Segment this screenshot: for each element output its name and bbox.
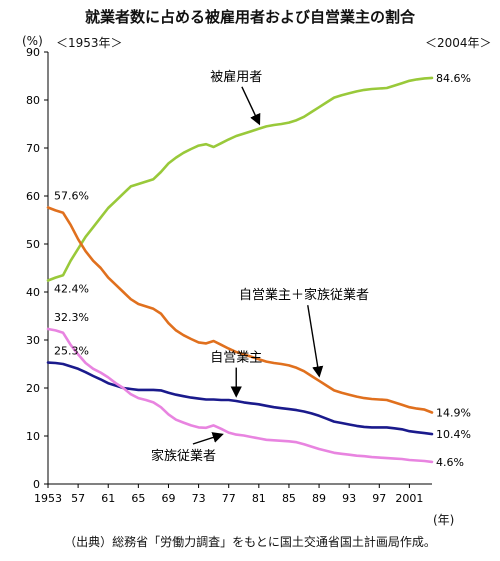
y-tick-label: 20 xyxy=(26,382,40,395)
y-tick-label: 0 xyxy=(33,478,40,491)
series-line-1 xyxy=(46,206,434,414)
x-tick-label: 89 xyxy=(312,492,326,505)
x-tick-label: 1953 xyxy=(34,492,62,505)
series-line-3 xyxy=(46,327,434,464)
annotation-arrow xyxy=(241,86,261,126)
x-axis-unit: (年) xyxy=(433,513,455,527)
series-start-label: 25.3% xyxy=(54,345,89,358)
series-end-label: 4.6% xyxy=(436,456,464,469)
annotation-label: 自営業主 xyxy=(210,350,262,366)
x-tick-label: 61 xyxy=(101,492,115,505)
start-year-label: ＜1953年＞ xyxy=(56,36,123,50)
y-tick-label: 30 xyxy=(26,334,40,347)
annotation-arrow xyxy=(192,432,224,445)
series-end-label: 10.4% xyxy=(436,428,471,441)
y-tick-label: 40 xyxy=(26,286,40,299)
y-tick-label: 80 xyxy=(26,94,40,107)
x-tick-label: 73 xyxy=(192,492,206,505)
end-year-label: ＜2004年＞ xyxy=(425,36,492,50)
y-tick-label: 10 xyxy=(26,430,40,443)
y-tick-label: 60 xyxy=(26,190,40,203)
y-tick-label: 50 xyxy=(26,238,40,251)
annotation-arrow xyxy=(307,305,324,378)
y-tick-label: 90 xyxy=(26,46,40,59)
x-tick-label: 97 xyxy=(372,492,386,505)
x-tick-label: 93 xyxy=(342,492,356,505)
x-tick-label: 85 xyxy=(282,492,296,505)
x-tick-label: 69 xyxy=(161,492,175,505)
series-end-label: 84.6% xyxy=(436,72,471,85)
series-start-label: 32.3% xyxy=(54,311,89,324)
series-start-label: 57.6% xyxy=(54,190,89,203)
series-line-0 xyxy=(46,76,434,282)
annotation-label: 自営業主＋家族従業者 xyxy=(239,287,369,303)
y-tick-label: 70 xyxy=(26,142,40,155)
series-end-label: 14.9% xyxy=(436,406,471,419)
source-note: （出典）総務省「労働力調査」をもとに国土交通省国土計画局作成。 xyxy=(64,535,436,549)
y-axis-unit: (%) xyxy=(22,34,43,48)
x-tick-label: 77 xyxy=(222,492,236,505)
x-tick-label: 57 xyxy=(71,492,85,505)
annotation-label: 家族従業者 xyxy=(151,448,216,464)
chart-title: 就業者数に占める被雇用者および自営業主の割合 xyxy=(84,8,415,26)
x-tick-label: 81 xyxy=(252,492,266,505)
x-tick-label: 2001 xyxy=(395,492,423,505)
x-tick-label: 65 xyxy=(131,492,145,505)
annotation-label: 被雇用者 xyxy=(210,69,262,85)
series-line-2 xyxy=(46,361,434,436)
series-start-label: 42.4% xyxy=(54,282,89,295)
